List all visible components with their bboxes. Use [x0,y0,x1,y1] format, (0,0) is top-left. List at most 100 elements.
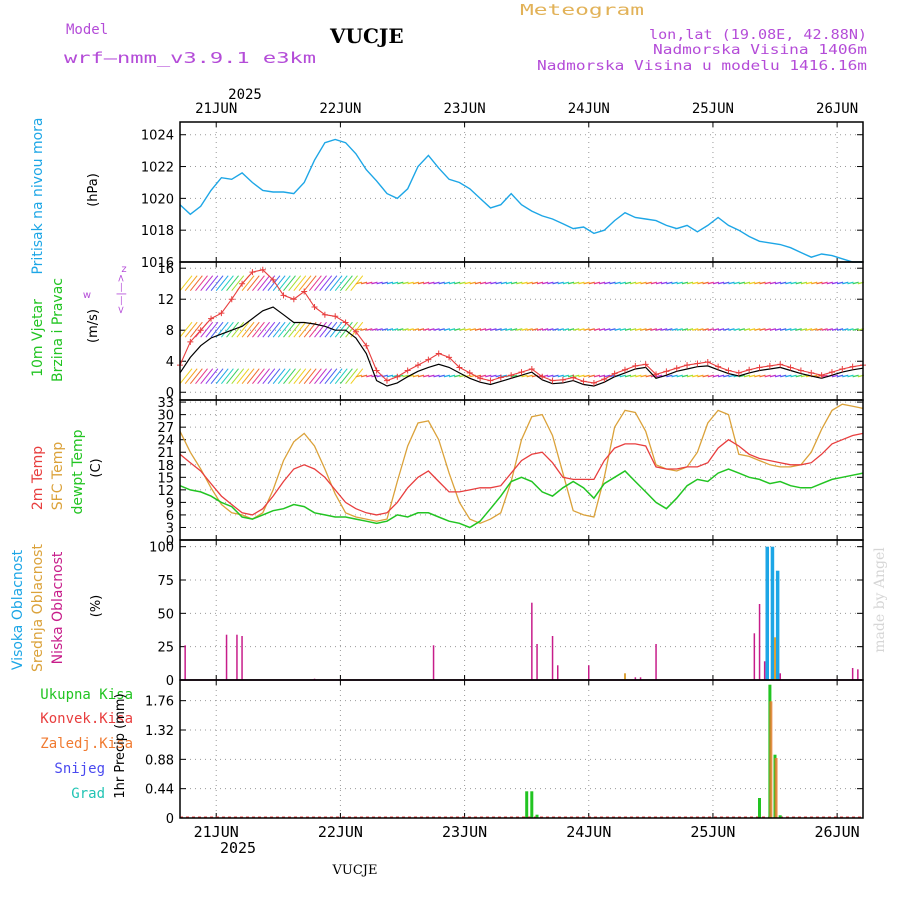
wind-barb [210,275,224,292]
wind-barb [231,321,245,338]
wind-barb [288,321,302,338]
wind-gust-marker [259,266,266,273]
cloud-bar-low [779,673,781,680]
wind-barb [604,374,611,378]
wind-ytick-label: 4 [166,355,174,370]
cloud-ytick-label: 25 [157,641,174,656]
wind-barb [366,328,373,331]
pressure-labels: Pritisak na nivou mora (hPa) [30,117,101,274]
wind-barb [785,374,792,378]
wind-barb [200,321,214,338]
wind-barb [790,328,797,331]
wind-barb [681,281,689,285]
wind-barb [454,328,461,331]
wind-gust-marker [528,365,535,372]
wind-barb [774,281,782,285]
wind-barb [702,328,709,331]
cloud-bar-high [770,546,775,680]
mid-cloud-title: Srednja Oblacnost [30,544,46,672]
wind-barb [790,374,797,378]
temp-ytick-label: 3 [166,521,174,536]
wind-barb [780,281,787,285]
wind-barb [510,328,518,331]
cloud-labels: Visoka Oblacnost Srednja Oblacnost Niska… [10,544,104,672]
wind-barb [464,328,471,331]
wind-barb [619,374,626,378]
wind-barb [298,275,312,292]
wind-barb [443,328,451,331]
top-day-label: 25JUN [692,101,734,117]
cloud-bar-low [634,677,637,680]
wind-barb [423,328,430,331]
watermark: made by Angel [872,547,888,653]
cloud-bar-mid [624,673,626,680]
wind-barb [635,281,642,285]
temp-unit: (C) [89,458,104,477]
wind-barb [376,281,383,285]
wind-barb [272,368,286,385]
wind-barb [842,374,849,378]
wind-barb [697,281,704,285]
wind-barb [707,328,714,331]
wind-gust-marker [611,370,618,377]
wind-barb [516,328,523,331]
wind-barb [246,368,260,385]
wind-barb [215,275,229,292]
wind-gust-marker [218,310,225,317]
wind-barb [293,321,307,338]
wind-barb [733,281,740,285]
wind-barb [226,275,239,292]
wind-barb [189,321,203,338]
wind-barb [179,275,193,292]
wind-barb [267,321,281,338]
wind-barb [329,368,343,385]
wind-barb [655,374,663,378]
wind-barb [510,281,518,285]
wind-barb [562,328,570,331]
wind-barb [562,281,570,285]
wind-barb [314,321,327,338]
wind-barb [293,275,307,292]
wind-gust-marker [808,369,815,376]
pressure-title: Pritisak na nivou mora [30,117,46,274]
wind-barb [319,321,333,338]
wind-gust-marker [187,338,194,345]
wind-barb [542,328,549,331]
wind-barb [723,328,730,331]
wind-gust-marker [435,350,442,357]
wind-barb [692,374,699,378]
wind-gust-marker [704,359,711,366]
wind-barb [769,328,777,331]
wind-barb [712,374,720,378]
cloud-bar-low [236,634,238,680]
cloud-bar-low [184,645,186,680]
wind-gust-marker [818,372,825,379]
wind-barb [443,374,451,378]
wind-barb [547,328,554,331]
lonlat-text: lon,lat (19.08E, 42.88N) [649,28,867,43]
wind-barb [345,321,358,338]
wind-barb [412,374,419,378]
wind-gust-marker [311,303,318,310]
wind-barb [717,328,725,331]
wind-gust-marker [290,296,297,303]
wind-barb [340,321,353,338]
wind-barb [645,281,652,285]
top-day-label: 23JUN [444,101,486,117]
altitude-text: Nadmorska Visina 1406m [653,43,867,58]
wind-gust-marker [559,376,566,383]
wind-barb [215,368,229,385]
wind-barb [640,374,647,378]
wind-barb [334,275,348,292]
wind-barb [826,281,833,285]
wind-barb [728,281,735,285]
wind-barb [386,374,394,378]
wind-barb [210,368,224,385]
temp2m-title: 2m Temp [30,446,46,510]
wind-gust-marker [228,296,235,303]
wind-barb [800,374,808,378]
wind-barb [257,368,271,385]
wind-ytick-label: 16 [157,262,174,277]
wind-gust-marker [394,373,401,380]
cloud-ytick-label: 100 [149,541,174,556]
